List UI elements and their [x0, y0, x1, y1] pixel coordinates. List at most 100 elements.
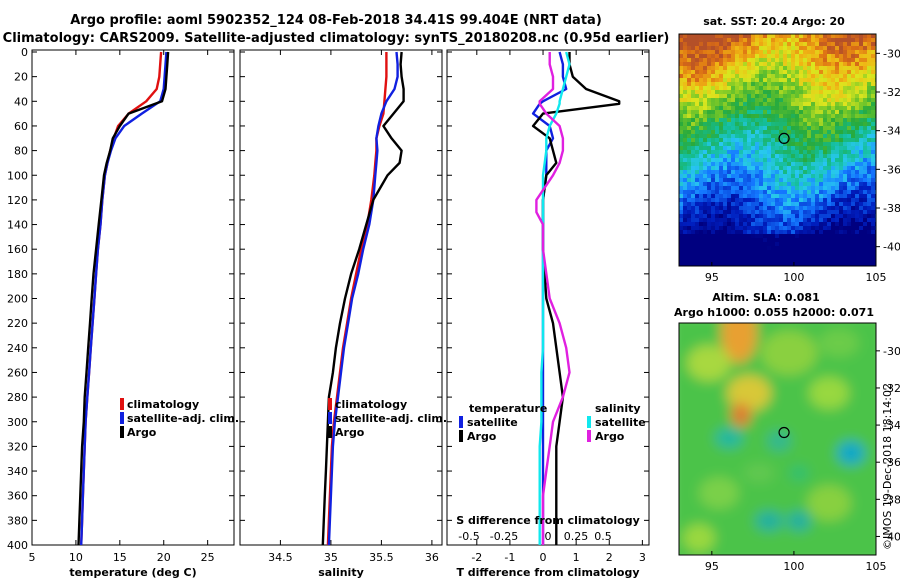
sst-cell — [727, 114, 731, 118]
sst-cell — [691, 158, 695, 162]
legend-swatch — [120, 426, 124, 438]
sst-cell — [763, 206, 767, 210]
sst-cell — [843, 250, 847, 254]
sst-cell — [763, 258, 767, 262]
sst-cell — [751, 198, 755, 202]
legend-swatch — [328, 398, 332, 410]
sst-cell — [723, 162, 727, 166]
sst-cell — [791, 94, 795, 98]
sst-cell — [771, 94, 775, 98]
sst-cell — [735, 78, 739, 82]
sst-cell — [827, 46, 831, 50]
sst-cell — [727, 106, 731, 110]
sst-cell — [755, 222, 759, 226]
sst-cell — [775, 114, 779, 118]
sst-cell — [687, 230, 691, 234]
sst-cell — [731, 114, 735, 118]
sst-cell — [687, 170, 691, 174]
sst-cell — [839, 162, 843, 166]
sst-cell — [707, 206, 711, 210]
sst-cell — [795, 78, 799, 82]
sst-cell — [747, 94, 751, 98]
sst-cell — [723, 246, 727, 250]
sst-cell — [683, 246, 687, 250]
sst-cell — [751, 50, 755, 54]
sst-cell — [799, 190, 803, 194]
sst-cell — [751, 226, 755, 230]
sst-cell — [855, 190, 859, 194]
sst-cell — [843, 42, 847, 46]
sst-cell — [831, 250, 835, 254]
sst-cell — [783, 174, 787, 178]
sst-cell — [811, 226, 815, 230]
sst-cell — [695, 170, 699, 174]
sst-cell — [755, 102, 759, 106]
sst-cell — [695, 54, 699, 58]
sst-cell — [803, 166, 807, 170]
sst-cell — [779, 158, 783, 162]
sst-cell — [803, 86, 807, 90]
sst-cell — [719, 142, 723, 146]
y-tick-label: 220 — [7, 317, 28, 330]
sst-cell — [795, 34, 799, 38]
sst-cell — [795, 90, 799, 94]
sst-cell — [707, 170, 711, 174]
sst-cell — [771, 250, 775, 254]
sst-cell — [723, 166, 727, 170]
y-tick-label: 300 — [7, 416, 28, 429]
sst-cell — [735, 162, 739, 166]
sst-cell — [715, 222, 719, 226]
sst-cell — [683, 154, 687, 158]
sst-cell — [859, 154, 863, 158]
sst-cell — [867, 182, 871, 186]
sst-cell — [819, 166, 823, 170]
sst-cell — [811, 194, 815, 198]
sst-cell — [791, 126, 795, 130]
sst-cell — [719, 134, 723, 138]
sst-cell — [819, 162, 823, 166]
sst-cell — [843, 194, 847, 198]
sst-cell — [855, 50, 859, 54]
sst-cell — [855, 234, 859, 238]
sst-cell — [807, 178, 811, 182]
sst-cell — [819, 190, 823, 194]
sst-cell — [779, 154, 783, 158]
legend-label: satellite — [467, 416, 518, 429]
sst-cell — [819, 154, 823, 158]
sst-cell — [755, 202, 759, 206]
sst-cell — [771, 166, 775, 170]
sst-cell — [731, 122, 735, 126]
sst-cell — [787, 178, 791, 182]
sst-cell — [759, 226, 763, 230]
sst-cell — [687, 34, 691, 38]
sst-cell — [695, 94, 699, 98]
sst-cell — [731, 218, 735, 222]
sst-cell — [751, 234, 755, 238]
sst-cell — [827, 62, 831, 66]
sst-cell — [855, 178, 859, 182]
sst-cell — [839, 106, 843, 110]
sst-cell — [715, 250, 719, 254]
sst-cell — [863, 162, 867, 166]
sst-cell — [791, 138, 795, 142]
sst-cell — [855, 78, 859, 82]
sst-cell — [711, 230, 715, 234]
sst-cell — [739, 110, 743, 114]
sst-cell — [715, 162, 719, 166]
sst-cell — [867, 42, 871, 46]
sst-cell — [823, 154, 827, 158]
sst-cell — [751, 258, 755, 262]
sst-cell — [775, 194, 779, 198]
sst-cell — [751, 114, 755, 118]
s-tick-label: 0.25 — [564, 530, 589, 543]
sst-cell — [835, 246, 839, 250]
sst-cell — [747, 86, 751, 90]
sst-cell — [871, 142, 875, 146]
sst-cell — [743, 78, 747, 82]
sst-cell — [823, 234, 827, 238]
sst-cell — [691, 42, 695, 46]
sst-cell — [771, 50, 775, 54]
sst-cell — [687, 178, 691, 182]
sst-cell — [755, 214, 759, 218]
sst-cell — [759, 154, 763, 158]
